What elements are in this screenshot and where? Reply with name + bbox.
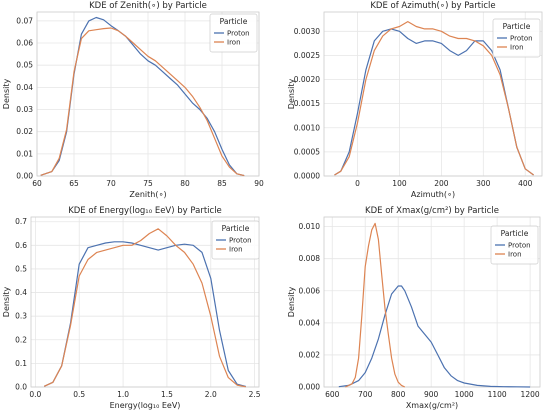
y-tick-label: 0.1 — [15, 359, 27, 368]
x-tick-label: 200 — [434, 179, 449, 188]
x-tick-label: 0 — [355, 179, 360, 188]
y-tick-label: 0.0010 — [294, 123, 320, 132]
x-axis-label: Azimuth(∘) — [411, 190, 455, 199]
x-tick-label: 60 — [32, 179, 42, 188]
x-tick-label: 100 — [392, 179, 407, 188]
x-tick-label: 2.0 — [205, 390, 217, 399]
x-tick-label: 1000 — [455, 390, 474, 399]
y-tick-label: 0.03 — [16, 105, 33, 114]
x-tick-label: 75 — [143, 179, 153, 188]
y-tick-label: 0.002 — [299, 350, 321, 359]
chart-title: KDE of Azimuth(∘) by Particle — [370, 1, 495, 11]
x-tick-label: 800 — [391, 390, 406, 399]
y-axis-label: Density — [287, 287, 296, 318]
x-tick-label: 900 — [424, 390, 439, 399]
x-tick-label: 65 — [69, 179, 79, 188]
x-tick-label: 1.5 — [161, 390, 173, 399]
x-tick-label: 90 — [254, 179, 264, 188]
y-tick-label: 0.006 — [299, 286, 321, 295]
legend-label-proton: Proton — [227, 30, 250, 38]
legend-label-iron: Iron — [508, 251, 522, 259]
y-tick-label: 0.0000 — [294, 172, 320, 181]
legend-label-iron: Iron — [227, 39, 241, 47]
y-tick-label: 0.01 — [16, 149, 33, 158]
y-tick-label: 0.00 — [16, 172, 33, 181]
chart-title: KDE of Energy(log₁₀ EeV) by Particle — [68, 206, 222, 216]
x-tick-label: 0.0 — [29, 390, 41, 399]
y-tick-label: 0.008 — [299, 254, 321, 263]
legend-label-proton: Proton — [510, 35, 533, 43]
y-tick-label: 0.0015 — [294, 99, 320, 108]
legend-title: Particle — [220, 17, 248, 26]
chart-title: KDE of Xmax(g/cm²) by Particle — [365, 206, 499, 216]
y-tick-label: 0.7 — [15, 217, 27, 226]
x-tick-label: 700 — [358, 390, 373, 399]
chart-title: KDE of Zenith(∘) by Particle — [89, 1, 207, 11]
azimuth-kde-panel: 0 100 200 300 400 0.0000 0.0005 0.0010 0.0015 0.0… — [287, 1, 543, 199]
y-axis-label: Density — [287, 79, 296, 110]
plot-frame — [323, 216, 541, 388]
y-tick-label: 0.000 — [299, 383, 321, 392]
x-tick-label: 1.0 — [117, 390, 129, 399]
zenith-kde-panel: 60 65 70 75 80 85 90 0.00 0.01 0.02 0.03 0.04 0.05 0.… — [2, 1, 264, 199]
y-tick-label: 0.0 — [15, 383, 27, 392]
x-tick-label: 1200 — [521, 390, 540, 399]
y-tick-label: 0.06 — [16, 39, 33, 48]
y-tick-label: 0.0025 — [294, 51, 320, 60]
y-tick-label: 0.04 — [16, 83, 33, 92]
x-axis-label: Zenith(∘) — [129, 190, 166, 199]
y-axis-label: Density — [2, 79, 11, 110]
y-tick-label: 0.010 — [299, 222, 321, 231]
x-tick-label: 400 — [518, 179, 533, 188]
plot-frame — [36, 11, 260, 177]
legend-title: Particle — [222, 224, 250, 233]
plot-frame — [30, 216, 260, 388]
iron-kde-line — [345, 222, 406, 388]
y-tick-label: 0.004 — [299, 318, 321, 327]
y-tick-label: 0.2 — [15, 335, 27, 344]
legend-label-iron: Iron — [510, 44, 524, 52]
legend-label-proton: Proton — [508, 242, 531, 250]
y-tick-label: 0.07 — [16, 16, 33, 25]
y-tick-label: 0.02 — [16, 127, 33, 136]
x-tick-label: 85 — [217, 179, 227, 188]
y-tick-label: 0.3 — [15, 312, 27, 321]
legend-label-proton: Proton — [229, 237, 252, 245]
x-tick-label: 1100 — [488, 390, 507, 399]
x-tick-label: 2.5 — [249, 390, 261, 399]
proton-kde-line — [338, 285, 531, 388]
iron-kde-line — [334, 21, 534, 176]
y-tick-label: 0.6 — [15, 241, 27, 250]
y-tick-label: 0.05 — [16, 61, 33, 70]
iron-kde-line — [43, 228, 246, 388]
proton-kde-line — [334, 28, 534, 176]
y-tick-label: 0.5 — [15, 264, 27, 273]
y-tick-label: 0.0020 — [294, 75, 320, 84]
x-tick-label: 600 — [325, 390, 340, 399]
y-tick-label: 0.0005 — [294, 147, 320, 156]
iron-kde-line — [40, 27, 245, 177]
x-axis-label: Xmax(g/cm²) — [406, 401, 458, 410]
plot-frame — [323, 11, 543, 177]
x-tick-label: 80 — [180, 179, 190, 188]
x-axis-label: Energy(log₁₀ EeV) — [110, 401, 181, 410]
x-tick-label: 300 — [476, 179, 491, 188]
y-tick-label: 0.0030 — [294, 27, 320, 36]
y-tick-label: 0.4 — [15, 288, 27, 297]
x-tick-label: 70 — [106, 179, 116, 188]
xmax-kde-panel: 600 700 800 900 1000 1100 1200 0.000 0.002 0.004 0… — [287, 206, 541, 410]
legend-title: Particle — [501, 229, 529, 238]
y-axis-label: Density — [2, 287, 11, 318]
legend-title: Particle — [503, 22, 531, 31]
proton-kde-line — [43, 241, 246, 388]
x-tick-label: 0.5 — [73, 390, 85, 399]
legend-label-iron: Iron — [229, 246, 243, 254]
energy-kde-panel: 0.0 0.5 1.0 1.5 2.0 2.5 0.0 0.1 0.2 0.3 0.4 0.5 0.6 0… — [2, 206, 261, 410]
